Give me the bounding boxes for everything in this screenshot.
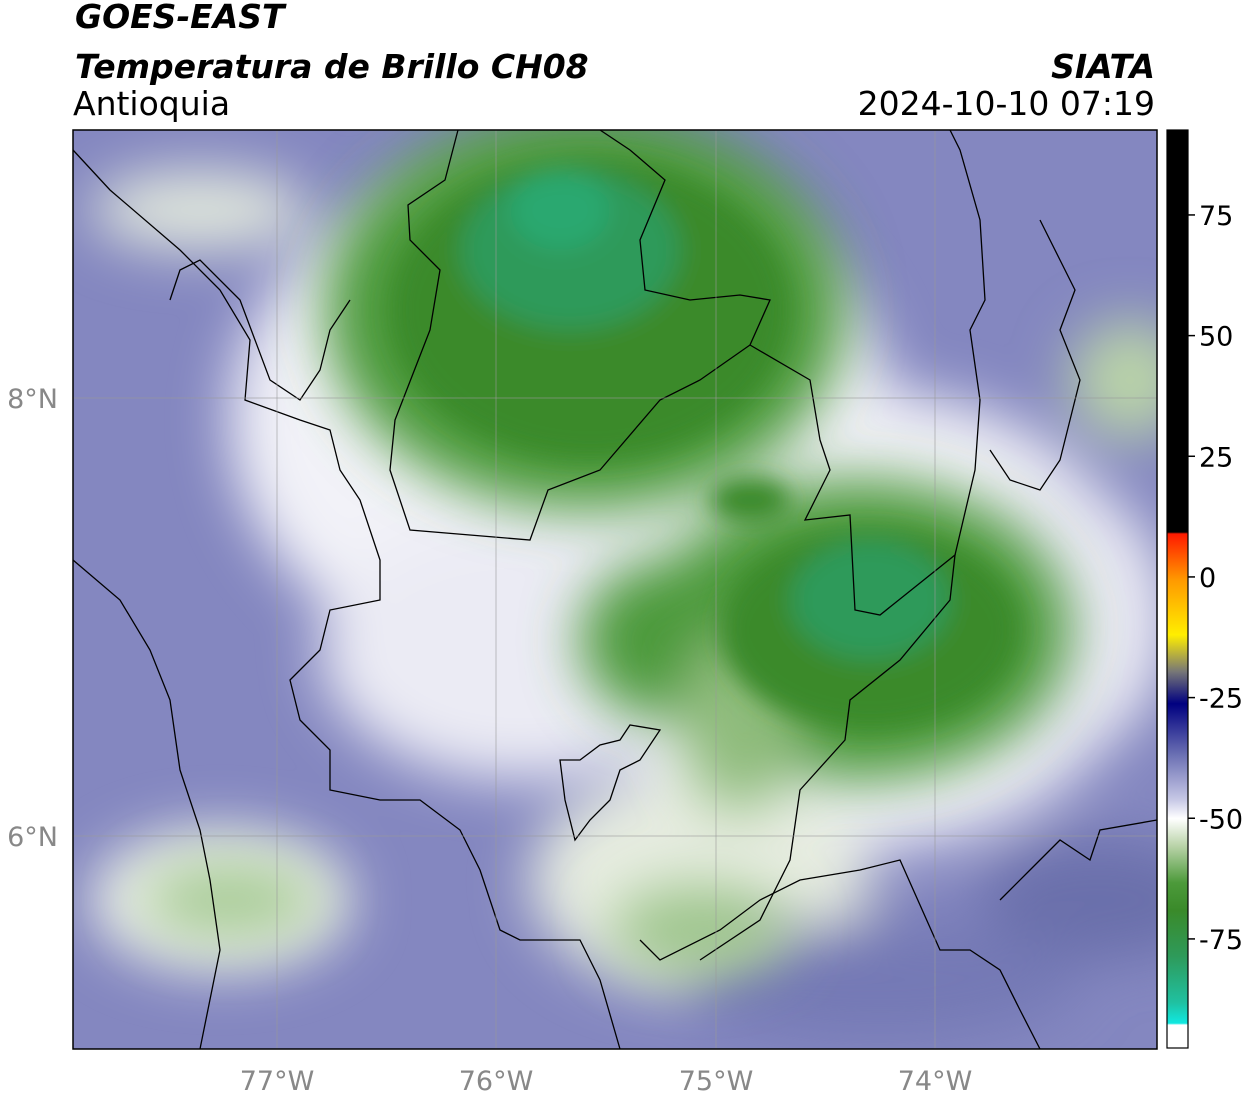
colorbar-tick-label: 50: [1199, 322, 1233, 353]
map-frame: [72, 129, 1158, 1050]
title: GOES-EAST: [75, 0, 287, 36]
lon-label: 76°W: [459, 1066, 534, 1097]
colorbar-tick-label: 0: [1199, 563, 1216, 594]
lat-label: 6°N: [7, 822, 58, 853]
timestamp: 2024-10-10 07:19: [858, 84, 1155, 123]
colorbar-tick-label: -75: [1199, 925, 1243, 956]
map-grid: [73, 130, 1157, 1049]
colorbar-tick-label: 25: [1199, 442, 1233, 473]
satellite-image: [73, 130, 1157, 1049]
colorbar-tick-label: -25: [1199, 684, 1243, 715]
lon-label: 74°W: [898, 1066, 973, 1097]
source: SIATA: [1051, 47, 1155, 86]
colorbar-tick-label: -50: [1199, 804, 1243, 835]
lon-label: 77°W: [240, 1066, 315, 1097]
lon-label: 75°W: [679, 1066, 754, 1097]
lat-label: 8°N: [7, 384, 58, 415]
region: Antioquia: [73, 84, 230, 123]
colorbar: [1166, 129, 1189, 1049]
colorbar-tick-label: 75: [1199, 201, 1233, 232]
subtitle: Temperatura de Brillo CH08: [75, 47, 589, 86]
